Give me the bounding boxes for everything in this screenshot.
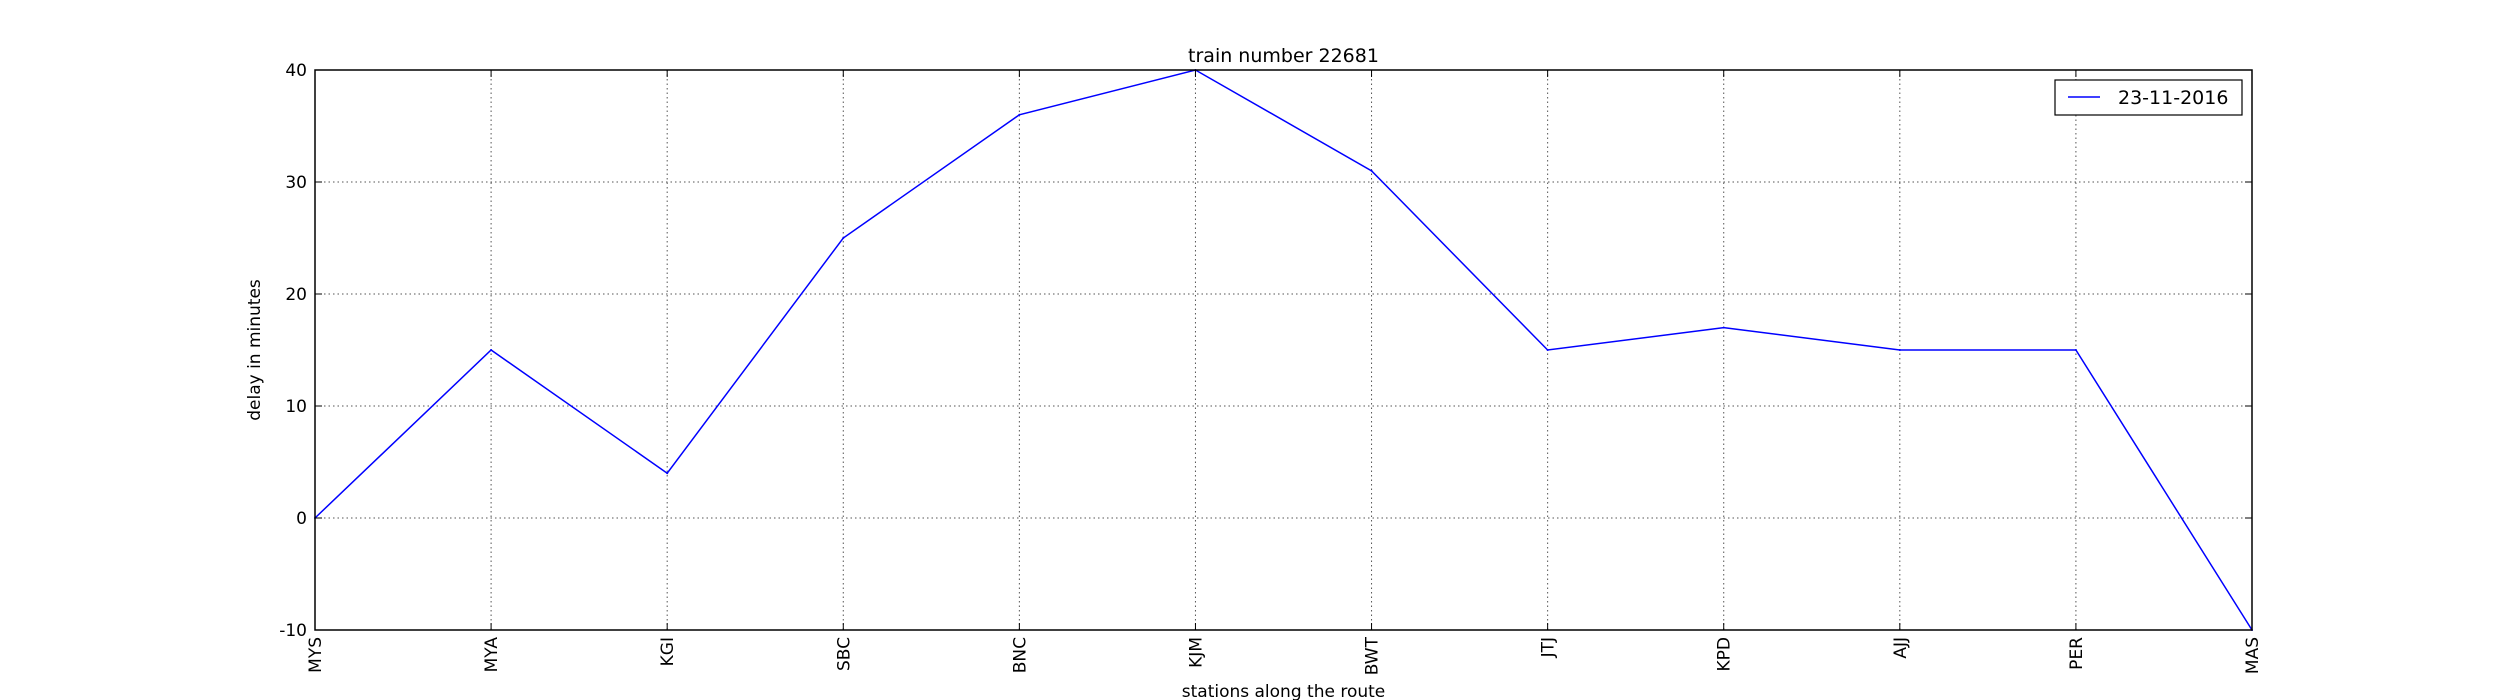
y-tick-label: 0 (296, 509, 307, 529)
x-tick-label: KPD (1715, 637, 1735, 672)
series-line (314, 69, 2253, 631)
axis-ticks: MYS MYA KGI SBC BNC KJM BWT JTJ KPD AJJ PER MAS -10 0… (279, 61, 2263, 675)
data-point (2074, 349, 2077, 351)
data-point (1370, 169, 1373, 172)
data-point (1018, 113, 1021, 116)
data-point (842, 237, 845, 239)
data-point (1546, 349, 1549, 351)
x-tick-label: AJJ (1891, 637, 1911, 659)
data-point (1898, 349, 1901, 351)
x-tick-label: MAS (2243, 637, 2263, 674)
data-point (1722, 326, 1725, 329)
x-tick-label: KGI (658, 637, 678, 666)
y-tick-label: 40 (285, 61, 307, 81)
legend-label: 23-11-2016 (2118, 87, 2228, 109)
x-tick-label: KJM (1186, 637, 1206, 668)
x-tick-label: BNC (1010, 637, 1030, 673)
legend: 23-11-2016 (2054, 79, 2243, 116)
y-tick-label: 20 (285, 285, 307, 305)
x-tick-label: JTJ (1539, 637, 1559, 658)
data-point (490, 349, 493, 351)
y-tick-label: -10 (279, 621, 307, 641)
x-tick-label: MYA (482, 637, 502, 673)
y-axis-label: delay in minutes (245, 279, 265, 421)
x-tick-label: PER (2067, 637, 2087, 670)
plot-area-frame (314, 69, 2253, 631)
chart-title: train number 22681 (1188, 45, 1379, 67)
x-axis-label: stations along the route (1182, 682, 1386, 700)
data-point (666, 472, 669, 475)
x-tick-label: MYS (306, 637, 326, 673)
x-tick-label: BWT (1363, 636, 1383, 675)
x-tick-label: SBC (834, 637, 854, 671)
y-tick-label: 10 (285, 397, 307, 417)
y-tick-label: 30 (285, 173, 307, 193)
